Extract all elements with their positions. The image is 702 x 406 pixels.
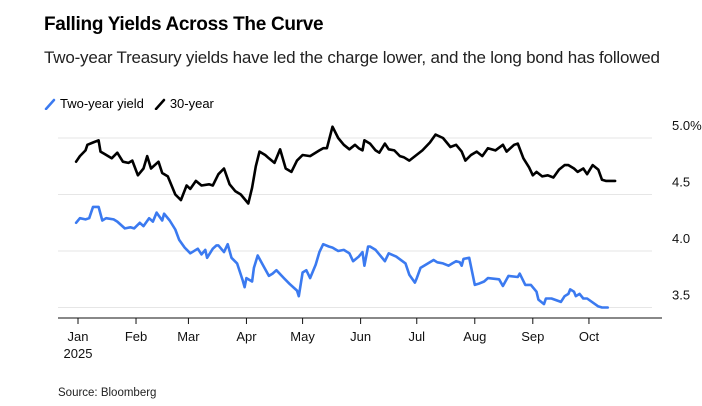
x-tick-label: Jun bbox=[350, 329, 371, 344]
x-tick-label: Feb bbox=[125, 329, 147, 344]
diagonal-line-icon bbox=[44, 98, 56, 110]
x-tick-label: Sep bbox=[521, 329, 544, 344]
x-tick-label: Oct bbox=[579, 329, 600, 344]
legend-label: Two-year yield bbox=[60, 96, 144, 111]
legend-item-two-year: Two-year yield bbox=[44, 96, 144, 111]
diagonal-line-icon bbox=[154, 98, 166, 110]
legend-item-30-year: 30-year bbox=[154, 96, 214, 111]
series-line-30-year bbox=[74, 125, 617, 205]
y-tick-label: 4.5 bbox=[672, 175, 690, 190]
x-tick-label: Apr bbox=[236, 329, 257, 344]
chart-subtitle: Two-year Treasury yields have led the ch… bbox=[44, 48, 660, 67]
x-tick-sublabel: 2025 bbox=[64, 346, 93, 361]
series-lines bbox=[74, 125, 617, 309]
x-axis: Jan 2025 Feb Mar Apr May Jun Jul Aug Sep Oct bbox=[58, 317, 662, 361]
y-tick-label: 4.0 bbox=[672, 231, 690, 246]
legend: Two-year yield 30-year bbox=[44, 96, 218, 111]
chart-title: Falling Yields Across The Curve bbox=[44, 14, 324, 35]
x-tick-label: Aug bbox=[463, 329, 486, 344]
y-tick-label: 3.5 bbox=[672, 288, 690, 303]
y-axis-labels: 5.0% 4.5 4.0 3.5 bbox=[672, 118, 702, 303]
x-tick-label: Mar bbox=[177, 329, 200, 344]
x-tick-label: Jul bbox=[408, 329, 425, 344]
legend-label: 30-year bbox=[169, 96, 214, 111]
x-tick-label: May bbox=[290, 329, 315, 344]
gridlines bbox=[58, 137, 652, 308]
y-tick-label: 5.0% bbox=[672, 118, 702, 133]
x-tick-label: Jan bbox=[68, 329, 89, 344]
source-note: Source: Bloomberg bbox=[58, 387, 157, 399]
series-line-two-year bbox=[74, 205, 610, 309]
